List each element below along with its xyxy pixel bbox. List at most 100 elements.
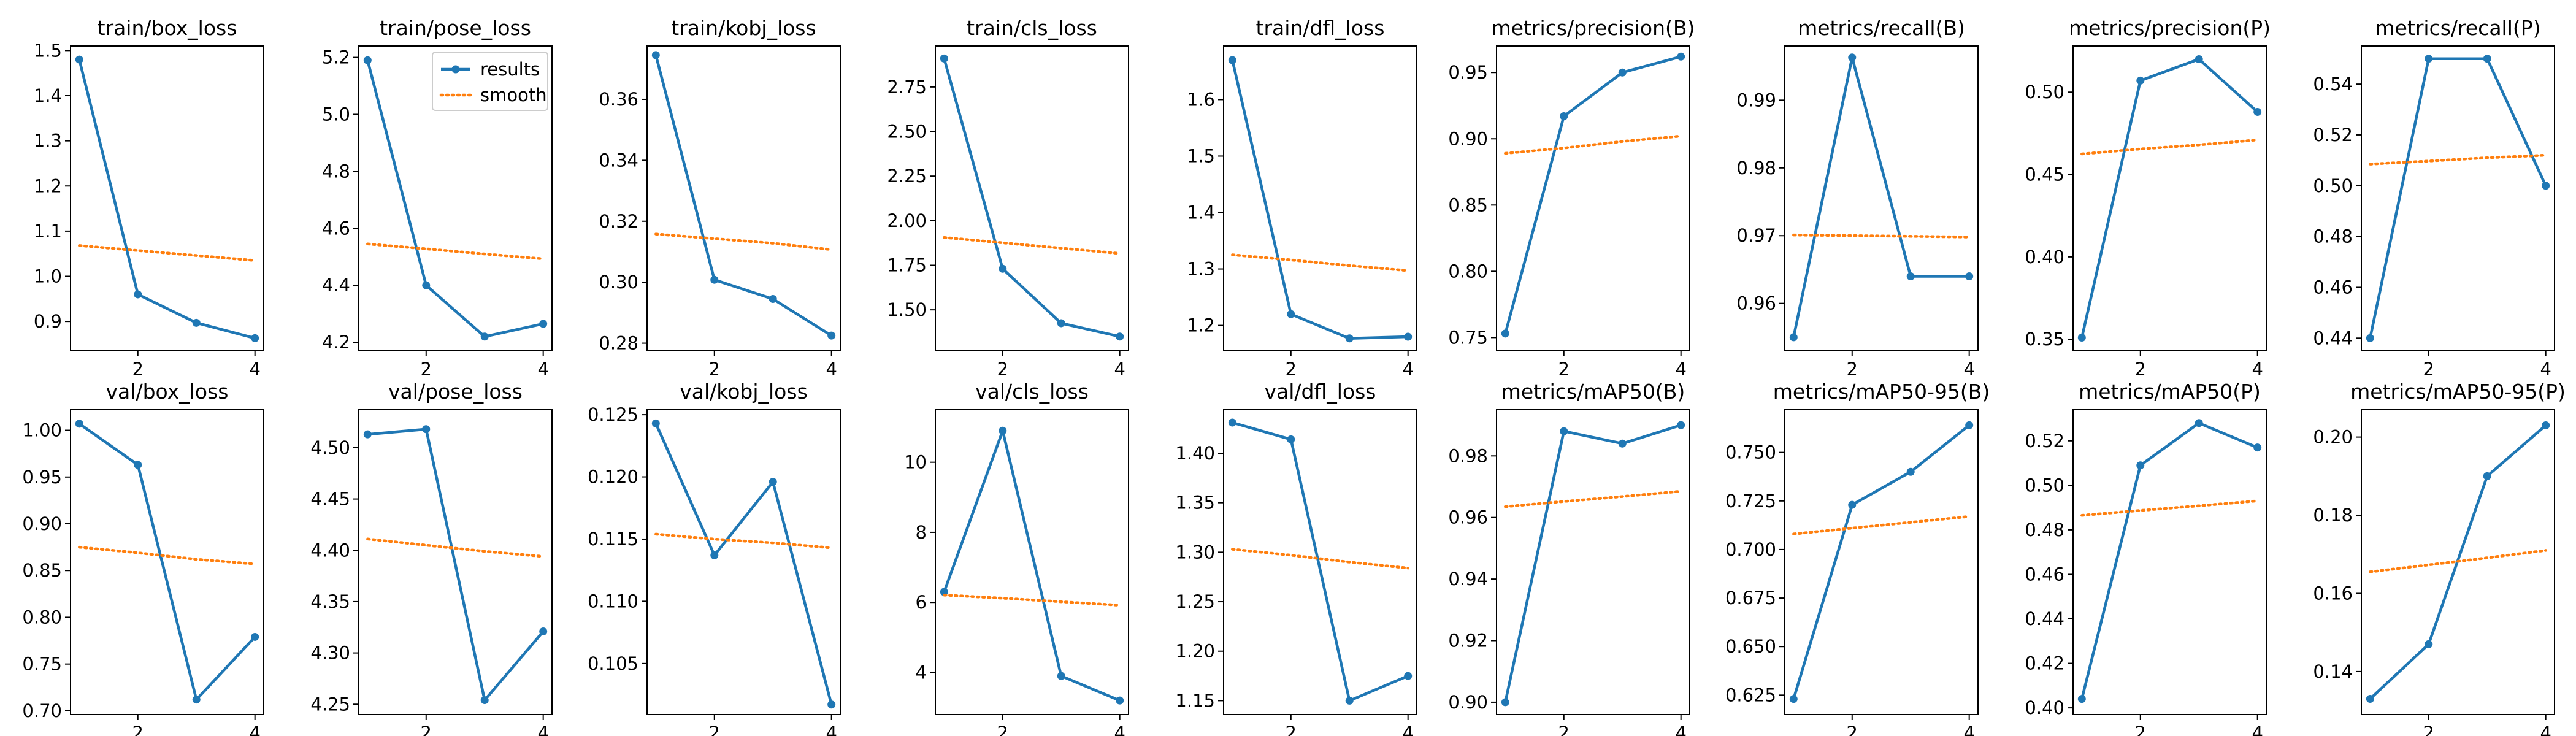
x-tick-label: 4 bbox=[537, 723, 548, 736]
x-tick-label: 4 bbox=[249, 723, 260, 736]
results-point bbox=[1965, 272, 1974, 281]
results-point bbox=[1345, 334, 1354, 343]
x-tick-label: 2 bbox=[1558, 723, 1570, 736]
y-tick-label: 0.34 bbox=[599, 150, 638, 171]
axes-frame bbox=[70, 45, 264, 351]
results-point bbox=[2425, 55, 2433, 63]
smooth-line bbox=[654, 532, 833, 550]
smooth-line bbox=[2369, 549, 2547, 573]
results-line bbox=[2369, 57, 2547, 339]
y-tick-label: 0.80 bbox=[1448, 261, 1488, 282]
smooth-line bbox=[1504, 134, 1682, 155]
legend-label-smooth: smooth bbox=[480, 85, 547, 105]
results-point bbox=[251, 334, 259, 342]
results-point bbox=[1116, 332, 1124, 341]
results-point bbox=[1057, 319, 1065, 328]
results-point bbox=[1848, 500, 1857, 509]
legend-results-marker bbox=[451, 65, 460, 74]
results-point bbox=[2077, 334, 2086, 342]
subplot-title: val/cls_loss bbox=[975, 380, 1089, 404]
y-tick-label: 4.25 bbox=[310, 694, 350, 715]
y-tick-label: 0.54 bbox=[2313, 74, 2353, 94]
results-point bbox=[940, 54, 948, 63]
axes-frame bbox=[2361, 45, 2555, 351]
y-tick-label: 2.00 bbox=[887, 210, 927, 231]
results-point bbox=[1287, 310, 1295, 318]
results-point bbox=[1404, 672, 1413, 680]
x-tick-label: 2 bbox=[421, 723, 432, 736]
axes-frame bbox=[1784, 409, 1979, 715]
axes-frame bbox=[2072, 409, 2267, 715]
axes-frame bbox=[1496, 409, 1690, 715]
results-line bbox=[366, 59, 544, 339]
subplot-title: val/kobj_loss bbox=[680, 380, 808, 404]
smooth-line bbox=[1231, 253, 1409, 272]
results-point bbox=[480, 696, 489, 705]
y-tick-label: 0.125 bbox=[588, 404, 638, 425]
y-tick-label: 1.50 bbox=[887, 299, 927, 320]
results-point bbox=[1618, 68, 1627, 77]
y-tick-label: 0.94 bbox=[1448, 569, 1488, 589]
x-tick-label: 2 bbox=[132, 723, 144, 736]
results-point bbox=[1228, 418, 1236, 427]
y-tick-label: 0.85 bbox=[1448, 194, 1488, 215]
results-point bbox=[75, 420, 83, 428]
y-tick-label: 4.40 bbox=[310, 540, 350, 561]
x-tick-label: 2 bbox=[997, 723, 1008, 736]
results-point bbox=[1677, 52, 1685, 61]
y-tick-label: 1.75 bbox=[887, 255, 927, 275]
axes-frame bbox=[935, 45, 1129, 351]
axes-frame bbox=[2072, 45, 2267, 351]
results-point bbox=[1404, 332, 1413, 341]
y-tick-label: 0.18 bbox=[2313, 505, 2353, 526]
x-tick-label: 4 bbox=[537, 359, 548, 380]
y-tick-label: 5.0 bbox=[322, 104, 350, 125]
y-tick-label: 1.5 bbox=[1187, 145, 1215, 166]
results-point bbox=[999, 426, 1007, 435]
axes-frame bbox=[1223, 409, 1417, 715]
results-point bbox=[1560, 112, 1568, 121]
y-tick-label: 0.30 bbox=[599, 272, 638, 293]
y-tick-label: 2.25 bbox=[887, 166, 927, 186]
subplot-title: metrics/precision(P) bbox=[2069, 16, 2271, 40]
y-tick-label: 0.95 bbox=[1448, 62, 1488, 83]
results-point bbox=[422, 281, 431, 289]
results-point bbox=[769, 295, 777, 304]
results-point bbox=[251, 632, 259, 641]
y-tick-label: 0.75 bbox=[1448, 327, 1488, 348]
subplot-title: val/pose_loss bbox=[388, 380, 523, 404]
subplot: metrics/mAP50-95(B) 0.625 0.650 0.675 0.700 0… bbox=[1725, 380, 1990, 736]
results-line bbox=[2080, 421, 2258, 700]
y-tick-label: 1.00 bbox=[22, 420, 62, 441]
smooth-line bbox=[78, 545, 256, 565]
y-tick-label: 0.14 bbox=[2313, 661, 2353, 682]
y-tick-label: 0.90 bbox=[1448, 692, 1488, 713]
x-tick-label: 2 bbox=[709, 359, 720, 380]
subplot-title: val/dfl_loss bbox=[1264, 380, 1376, 404]
results-point bbox=[1501, 329, 1509, 338]
x-tick-label: 4 bbox=[1963, 359, 1974, 380]
subplot: metrics/recall(P) 0.44 0.46 0.48 0.50 0.52 0.5… bbox=[2313, 16, 2555, 380]
y-tick-label: 0.105 bbox=[588, 653, 638, 674]
y-tick-label: 4.6 bbox=[322, 218, 350, 239]
y-tick-label: 0.50 bbox=[2313, 175, 2353, 196]
smooth-line bbox=[1792, 515, 1971, 535]
subplot-title: val/box_loss bbox=[106, 380, 229, 404]
smooth-line bbox=[1504, 489, 1682, 508]
results-line bbox=[1504, 55, 1682, 334]
results-line bbox=[367, 427, 545, 702]
axes-frame bbox=[358, 409, 553, 715]
results-point bbox=[363, 430, 372, 439]
results-point bbox=[827, 331, 836, 340]
y-tick-label: 0.46 bbox=[2313, 277, 2353, 297]
x-tick-label: 4 bbox=[1963, 723, 1974, 736]
y-tick-label: 1.30 bbox=[1175, 542, 1215, 562]
y-tick-label: 4.35 bbox=[310, 591, 350, 612]
results-point bbox=[1848, 53, 1857, 62]
x-tick-label: 2 bbox=[421, 359, 432, 380]
subplot: metrics/mAP50-95(P) 0.14 0.16 0.18 0.20 2 4 bbox=[2313, 380, 2565, 736]
x-tick-label: 4 bbox=[1675, 723, 1686, 736]
y-tick-label: 0.46 bbox=[2025, 564, 2064, 585]
y-tick-label: 0.44 bbox=[2025, 608, 2064, 629]
y-tick-label: 0.40 bbox=[2025, 697, 2064, 718]
